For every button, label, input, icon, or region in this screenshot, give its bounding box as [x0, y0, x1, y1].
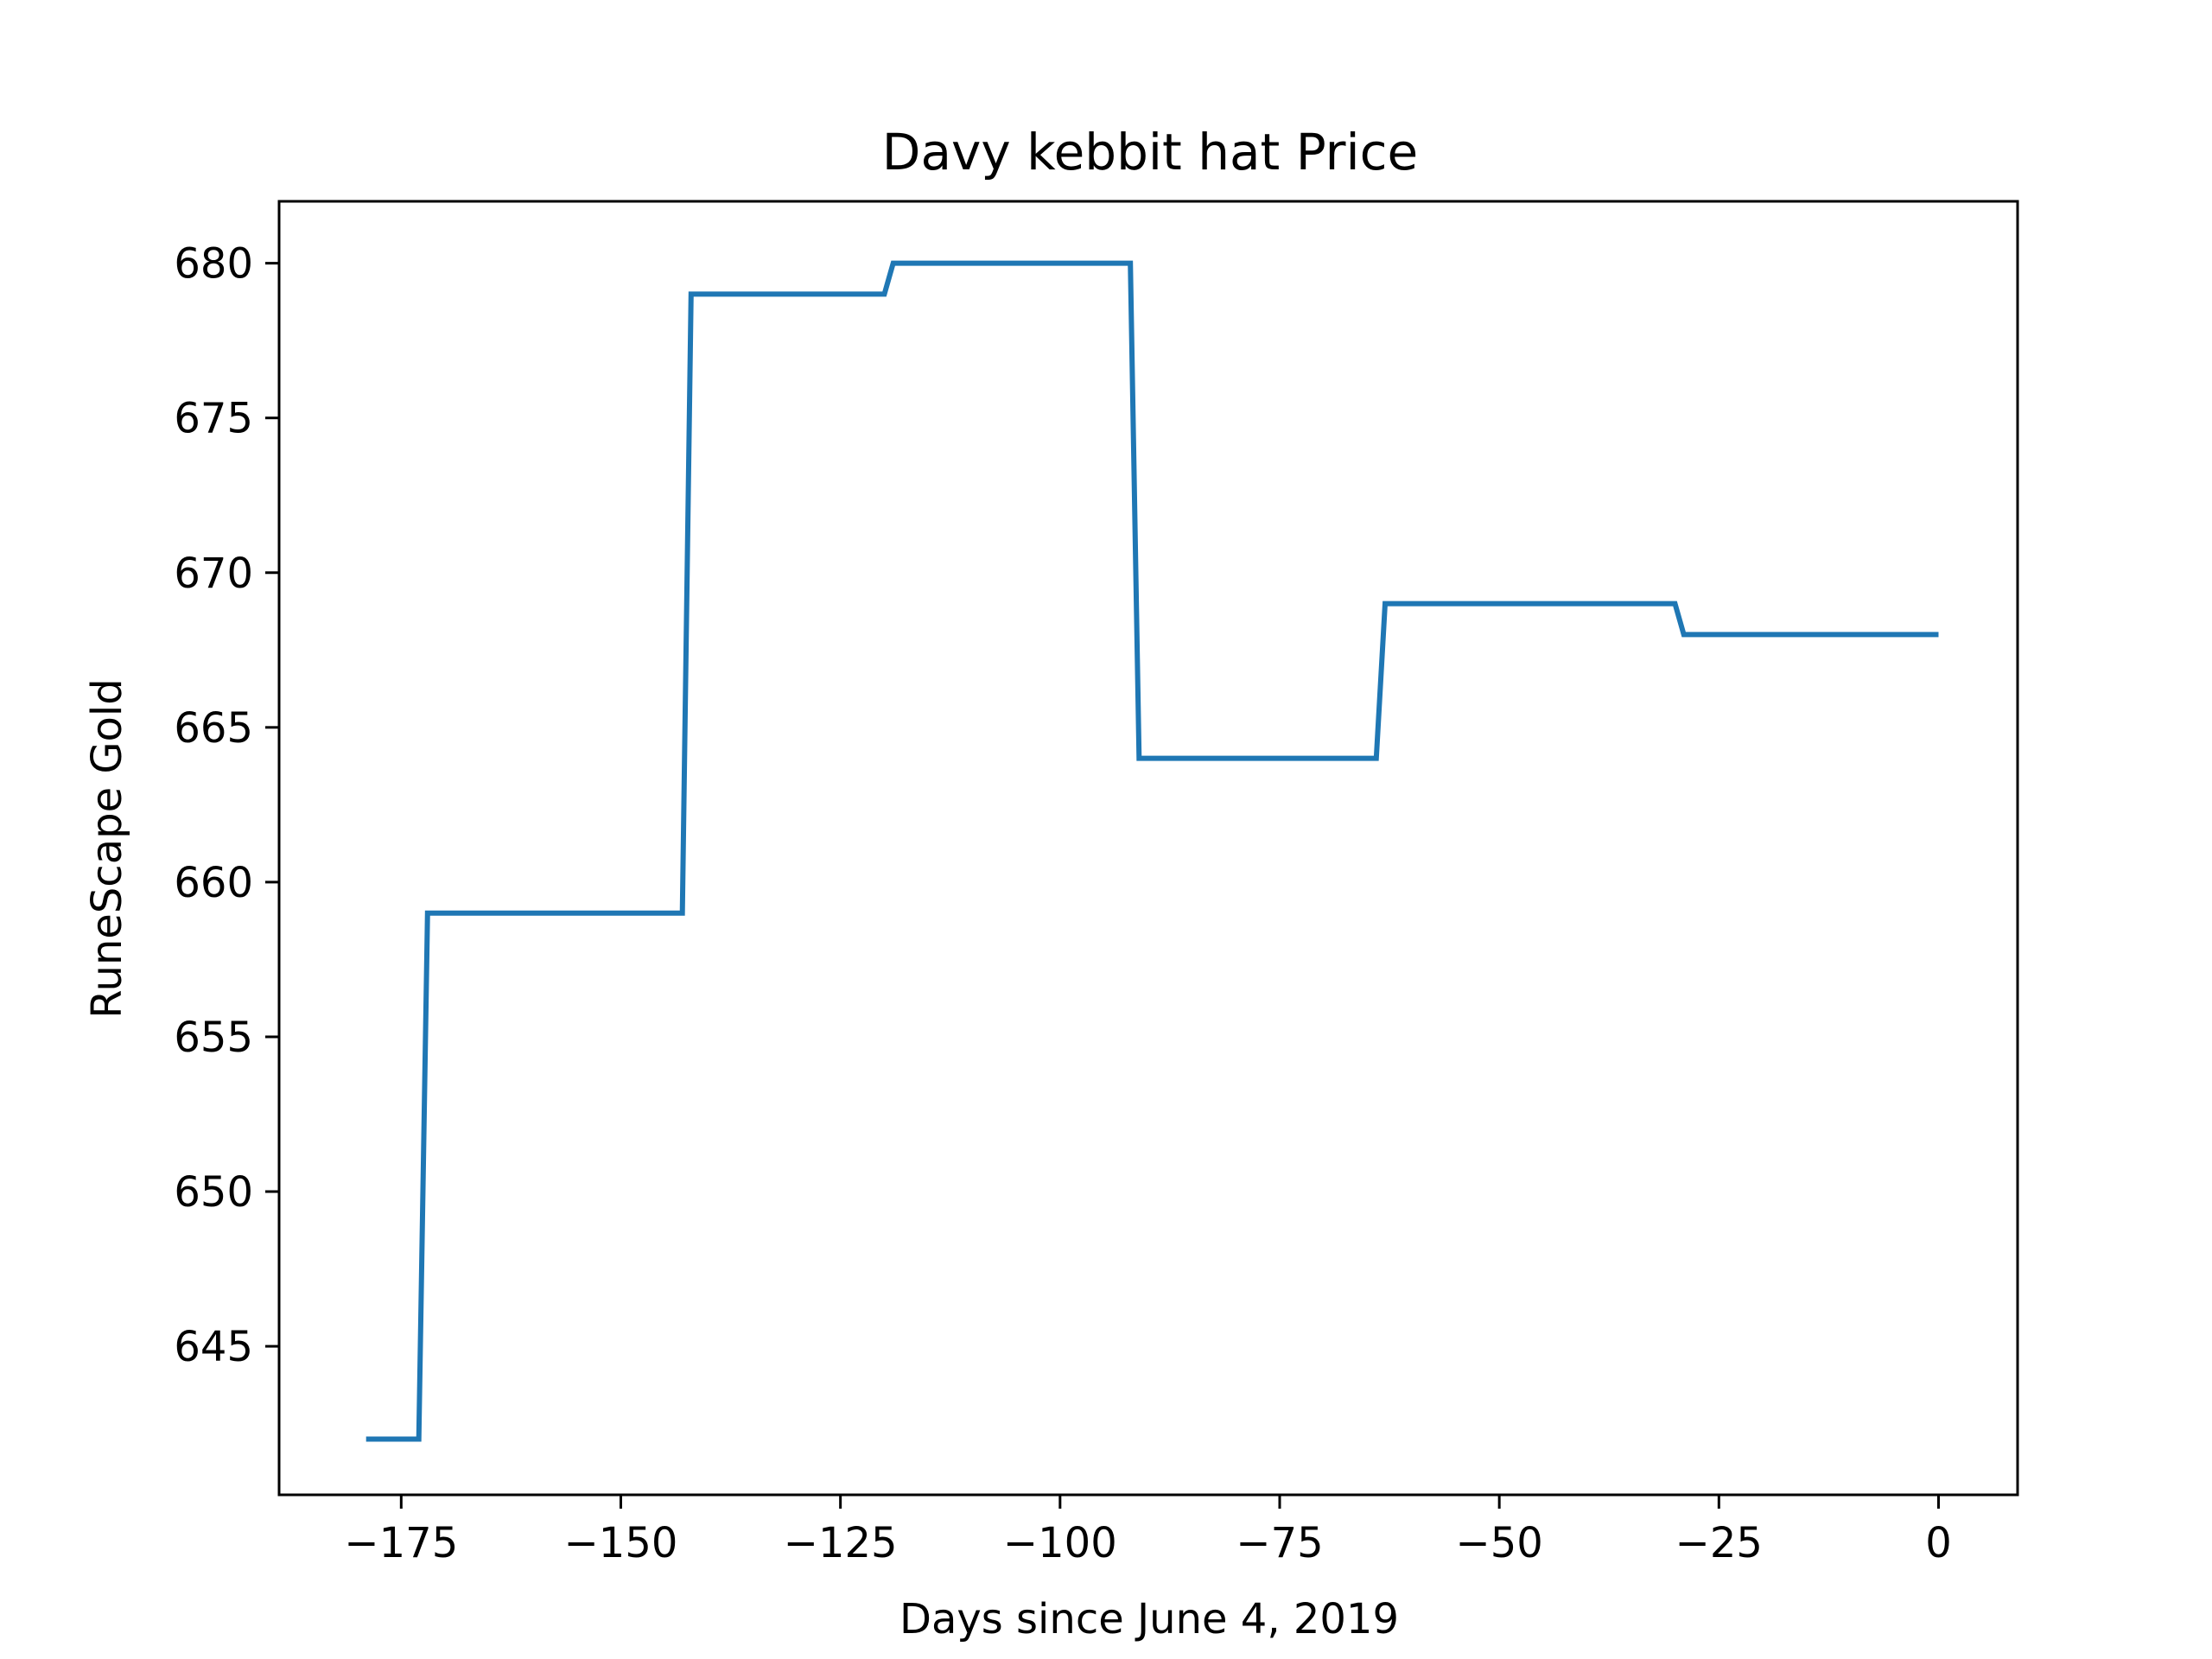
x-tick-label: −100 [1003, 1519, 1117, 1567]
y-tick-label: 680 [174, 240, 253, 289]
x-axis: −175 −150 −125 −100 −75 −50 −25 0 [344, 1495, 1952, 1567]
x-axis-label: Days since June 4, 2019 [899, 1595, 1399, 1643]
y-tick-label: 650 [174, 1168, 253, 1217]
x-tick-label: 0 [1925, 1519, 1952, 1567]
x-tick-label: −25 [1675, 1519, 1763, 1567]
y-axis: 645 650 655 660 665 670 675 680 [174, 240, 279, 1371]
series-line [365, 260, 1939, 1442]
y-tick-label: 645 [174, 1323, 253, 1371]
x-tick-label: −125 [784, 1519, 898, 1567]
y-axis-label: RuneScape Gold [83, 678, 131, 1018]
chart-title: Davy kebbit hat Price [882, 123, 1418, 181]
x-tick-label: −50 [1456, 1519, 1543, 1567]
plot-area [365, 260, 1939, 1442]
x-tick-label: −150 [564, 1519, 678, 1567]
plot-frame [277, 200, 2019, 1497]
y-tick-label: 675 [174, 395, 253, 443]
y-tick-label: 660 [174, 859, 253, 907]
x-tick-label: −175 [344, 1519, 458, 1567]
y-tick-label: 665 [174, 704, 253, 753]
x-tick-label: −75 [1236, 1519, 1323, 1567]
y-tick-label: 670 [174, 550, 253, 598]
y-tick-label: 655 [174, 1014, 253, 1062]
